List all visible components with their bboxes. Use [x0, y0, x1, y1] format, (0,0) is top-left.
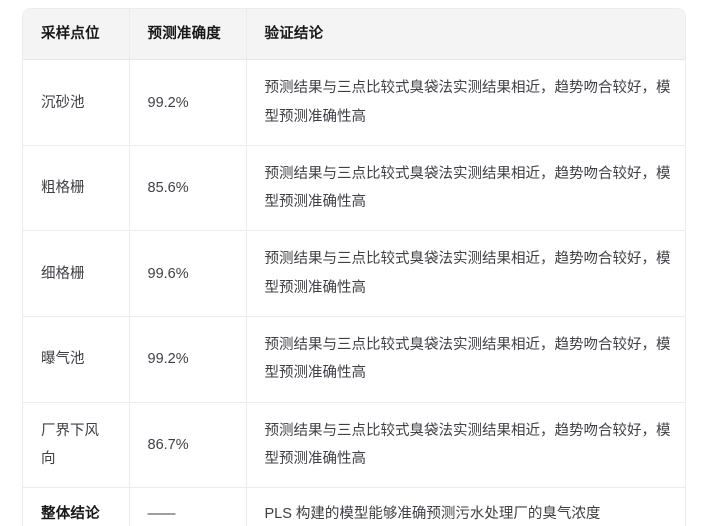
cell-summary-conclusion: PLS 构建的模型能够准确预测污水处理厂的臭气浓度 — [246, 487, 685, 526]
cell-site: 厂界下风向 — [23, 401, 130, 488]
cell-site: 沉砂池 — [23, 59, 130, 146]
column-header-conclusion: 验证结论 — [246, 9, 685, 61]
table-row: 厂界下风向 86.7% 预测结果与三点比较式臭袋法实测结果相近，趋势吻合较好，模… — [23, 401, 685, 488]
cell-accuracy: 99.6% — [129, 230, 247, 317]
cell-site: 曝气池 — [23, 315, 130, 403]
table-header: 采样点位 预测准确度 验证结论 — [23, 9, 685, 61]
header-row: 采样点位 预测准确度 验证结论 — [23, 9, 685, 61]
cell-conclusion: 预测结果与三点比较式臭袋法实测结果相近，趋势吻合较好，模型预测准确性高 — [246, 315, 685, 403]
cell-accuracy: 99.2% — [129, 59, 247, 146]
table-row: 沉砂池 99.2% 预测结果与三点比较式臭袋法实测结果相近，趋势吻合较好，模型预… — [23, 59, 685, 146]
table-row: 曝气池 99.2% 预测结果与三点比较式臭袋法实测结果相近，趋势吻合较好，模型预… — [23, 315, 685, 403]
cell-summary-accuracy: —— — [129, 487, 247, 526]
cell-accuracy: 85.6% — [129, 144, 247, 231]
column-header-site: 采样点位 — [23, 9, 130, 61]
column-header-accuracy: 预测准确度 — [129, 9, 247, 61]
cell-accuracy: 86.7% — [129, 401, 247, 488]
table-row: 细格栅 99.6% 预测结果与三点比较式臭袋法实测结果相近，趋势吻合较好，模型预… — [23, 230, 685, 317]
validation-results-table: 采样点位 预测准确度 验证结论 沉砂池 99.2% 预测结果与三点比较式臭袋法实… — [22, 8, 686, 526]
cell-accuracy: 99.2% — [129, 315, 247, 403]
cell-conclusion: 预测结果与三点比较式臭袋法实测结果相近，趋势吻合较好，模型预测准确性高 — [246, 401, 685, 488]
cell-site: 细格栅 — [23, 230, 130, 317]
table-body: 沉砂池 99.2% 预测结果与三点比较式臭袋法实测结果相近，趋势吻合较好，模型预… — [23, 59, 685, 526]
cell-conclusion: 预测结果与三点比较式臭袋法实测结果相近，趋势吻合较好，模型预测准确性高 — [246, 230, 685, 317]
cell-summary-label: 整体结论 — [23, 487, 130, 526]
results-table: 采样点位 预测准确度 验证结论 沉砂池 99.2% 预测结果与三点比较式臭袋法实… — [23, 9, 685, 526]
table-summary-row: 整体结论 —— PLS 构建的模型能够准确预测污水处理厂的臭气浓度 — [23, 487, 685, 526]
cell-conclusion: 预测结果与三点比较式臭袋法实测结果相近，趋势吻合较好，模型预测准确性高 — [246, 59, 685, 146]
table-row: 粗格栅 85.6% 预测结果与三点比较式臭袋法实测结果相近，趋势吻合较好，模型预… — [23, 144, 685, 231]
cell-site: 粗格栅 — [23, 144, 130, 231]
cell-conclusion: 预测结果与三点比较式臭袋法实测结果相近，趋势吻合较好，模型预测准确性高 — [246, 144, 685, 231]
